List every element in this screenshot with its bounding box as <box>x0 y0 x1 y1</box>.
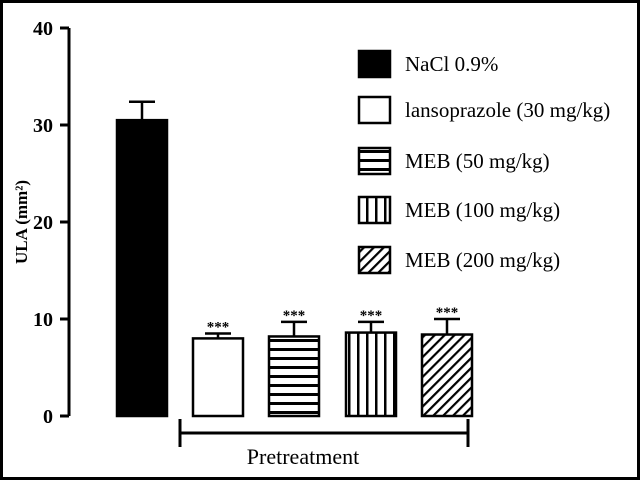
bar <box>420 333 474 418</box>
y-tick-label: 30 <box>33 115 53 137</box>
legend-label: MEB (50 mg/kg) <box>405 149 550 173</box>
significance-marker: *** <box>283 308 306 324</box>
significance-marker: *** <box>436 305 459 321</box>
bar <box>191 337 245 418</box>
y-axis-ticks: 0 10 20 30 40 <box>33 18 69 428</box>
bar <box>344 331 398 418</box>
legend-swatch <box>357 49 392 79</box>
y-axis-label: ULA (mm²) <box>12 180 31 264</box>
legend-swatch <box>357 146 392 176</box>
bar <box>115 118 169 418</box>
legend-swatch <box>357 195 392 225</box>
legend-swatch <box>357 245 392 275</box>
legend-label: NaCl 0.9% <box>405 52 498 76</box>
bar <box>267 335 321 418</box>
bar-chart: 0 10 20 30 40 ULA (mm²) *** *** *** *** Pretrea… <box>12 18 610 469</box>
group-bracket <box>178 419 470 447</box>
y-tick-label: 10 <box>33 309 53 331</box>
legend-label: MEB (200 mg/kg) <box>405 248 560 272</box>
group-label: Pretreatment <box>247 444 359 469</box>
y-tick-label: 0 <box>43 406 53 428</box>
bars-group: *** *** *** *** <box>115 100 474 418</box>
legend-label: lansoprazole (30 mg/kg) <box>405 98 610 122</box>
y-tick-label: 40 <box>33 18 53 40</box>
legend-swatch <box>357 95 392 125</box>
significance-marker: *** <box>207 320 230 336</box>
significance-marker: *** <box>360 308 383 324</box>
legend: NaCl 0.9% lansoprazole (30 mg/kg) MEB (50 … <box>357 49 610 275</box>
y-tick-label: 20 <box>33 212 53 234</box>
legend-label: MEB (100 mg/kg) <box>405 198 560 222</box>
